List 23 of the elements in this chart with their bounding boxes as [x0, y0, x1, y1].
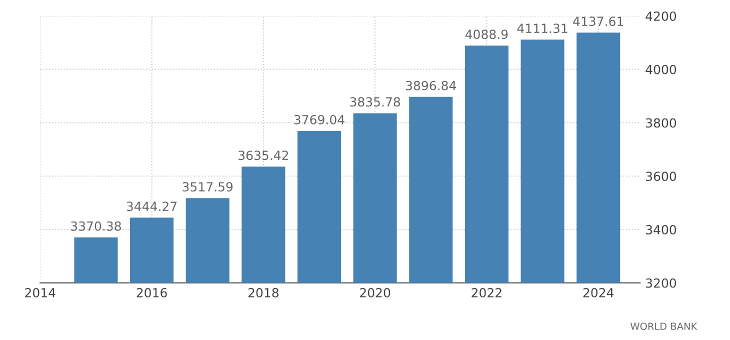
- data-label: 3370.38: [71, 221, 121, 231]
- data-label: 3517.59: [182, 182, 233, 192]
- x-tick-label: 2020: [360, 288, 390, 298]
- y-tick-label: 3200: [646, 278, 676, 288]
- data-label: 4111.31: [517, 24, 568, 34]
- y-tick-label: 3600: [646, 172, 676, 182]
- y-tick-label: 4200: [646, 11, 676, 21]
- data-label: 3896.84: [406, 80, 456, 90]
- data-label: 4088.9: [465, 30, 508, 40]
- data-label: 3835.78: [350, 97, 400, 107]
- text: WORLD BANK: [630, 322, 698, 330]
- data-label: 3769.04: [294, 114, 344, 124]
- data-label: 3444.27: [126, 202, 177, 212]
- y-tick-label: 3400: [646, 224, 676, 234]
- x-tick-label: 2014: [25, 288, 56, 298]
- x-tick-label: 2018: [248, 288, 278, 298]
- y-tick-label: 4000: [646, 64, 676, 74]
- data-label: 3635.42: [238, 150, 288, 160]
- y-tick-label: 3800: [646, 118, 676, 128]
- x-tick-label: 2024: [583, 288, 614, 298]
- x-tick-label: 2016: [136, 288, 167, 298]
- x-tick-label: 2022: [472, 288, 502, 298]
- data-label: 4137.61: [573, 16, 624, 26]
